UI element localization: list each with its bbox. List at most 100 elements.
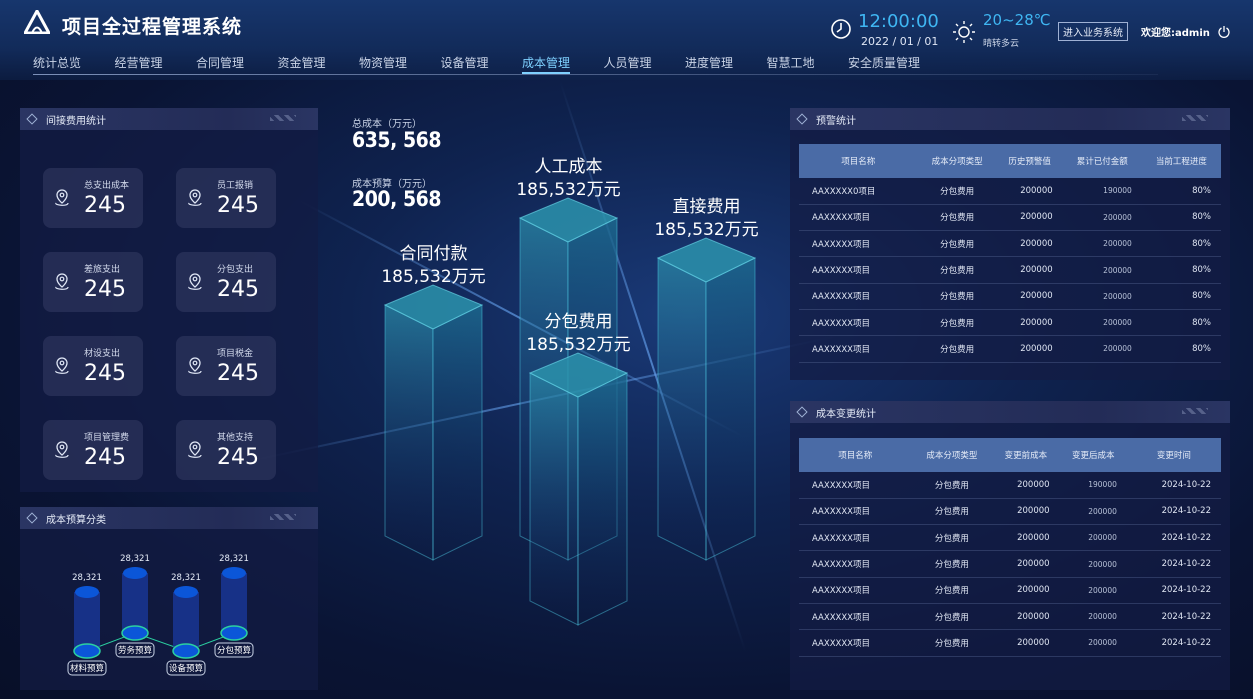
stat-card: 项目税金 245 bbox=[176, 336, 276, 396]
table-cell: 200000 bbox=[992, 498, 1060, 526]
table-cell: 分包费用 bbox=[911, 524, 993, 552]
table-cell: 2024-10-22 bbox=[1126, 524, 1221, 552]
nav-item[interactable]: 经营管理 bbox=[114, 56, 163, 70]
location-pin-icon bbox=[53, 440, 71, 464]
table-row[interactable]: AAXXXXX项目 分包费用 200000 200000 80% bbox=[799, 309, 1221, 337]
table-row[interactable]: AAXXXXX项目 分包费用 200000 200000 80% bbox=[799, 335, 1221, 363]
table-cell: 分包费用 bbox=[911, 603, 993, 631]
table-cell: AAXXXXX项目 bbox=[799, 335, 918, 363]
table-cell: 200000 bbox=[996, 178, 1063, 205]
table-cell: 2024-10-22 bbox=[1126, 550, 1221, 578]
table-cell: 200000 bbox=[992, 603, 1060, 631]
table-cell: AAXXXXX项目 bbox=[799, 204, 918, 232]
location-pin-icon bbox=[53, 272, 71, 296]
column-header: 变更后成本 bbox=[1059, 438, 1127, 472]
column-header: 累计已付金额 bbox=[1062, 144, 1142, 178]
pillar-top-face bbox=[656, 237, 757, 283]
pillar-label: 合同付款 185,532万元 bbox=[355, 243, 512, 289]
diamond-icon bbox=[796, 113, 808, 125]
table-cell: 分包费用 bbox=[911, 550, 993, 578]
location-pin-icon bbox=[186, 188, 204, 212]
table-row[interactable]: AAXXXXX项目 分包费用 200000 200000 2024-10-22 bbox=[799, 498, 1221, 526]
nav-item[interactable]: 设备管理 bbox=[440, 56, 489, 70]
weather-text: 晴转多云 bbox=[983, 39, 1020, 49]
table-row[interactable]: AAXXXXX项目 分包费用 200000 190000 2024-10-22 bbox=[799, 472, 1221, 499]
budget-chart: 28,321 材料预算 28,321 劳务预算 28,321 设备预算 28,3… bbox=[67, 554, 254, 676]
nav-item[interactable]: 进度管理 bbox=[685, 56, 734, 70]
header: 项目全过程管理系统 统计总览 经营管理 合同管理 资金管理 物资管理 设备管理 成本管理 人员… bbox=[0, 0, 1253, 80]
location-pin-icon bbox=[186, 272, 204, 296]
nav-item[interactable]: 智慧工地 bbox=[766, 56, 815, 70]
table-cell: 80% bbox=[1141, 178, 1221, 205]
table-cell: 分包费用 bbox=[911, 577, 993, 604]
budget-category-panel: 成本预算分类 28,321 材料预算 28,321 劳务预算 28,321 设备… bbox=[20, 507, 318, 690]
pillar-left-face bbox=[384, 304, 434, 561]
nav-item[interactable]: 人员管理 bbox=[603, 56, 652, 70]
pillar-1 bbox=[518, 197, 619, 561]
pillar-2 bbox=[528, 352, 629, 626]
stat-label: 员工报销 bbox=[217, 181, 254, 191]
table-cell: AAXXXXX项目 bbox=[799, 283, 918, 310]
table-row[interactable]: AAXXXXX项目 分包费用 200000 200000 2024-10-22 bbox=[799, 550, 1221, 578]
table-row[interactable]: AAXXXXX项目 分包费用 200000 200000 2024-10-22 bbox=[799, 577, 1221, 604]
stat-value: 245 bbox=[217, 193, 259, 218]
table-cell: 200000 bbox=[1059, 524, 1127, 552]
budget-bar: 28,321 材料预算 bbox=[67, 573, 107, 676]
stat-value: 245 bbox=[217, 445, 259, 470]
pillar-top-face bbox=[518, 197, 619, 243]
main-nav: 统计总览 经营管理 合同管理 资金管理 物资管理 设备管理 成本管理 人员管理 进度管理 智慧工地… bbox=[33, 54, 930, 74]
stat-card: 差旅支出 245 bbox=[43, 252, 143, 312]
table-cell: 分包费用 bbox=[911, 472, 993, 499]
nav-item[interactable]: 物资管理 bbox=[359, 56, 408, 70]
pillar-name: 直接费用 bbox=[672, 197, 741, 217]
enter-business-system-button[interactable]: 进入业务系统 bbox=[1058, 22, 1128, 41]
table-cell: 200000 bbox=[1059, 550, 1127, 578]
table-row[interactable]: AAXXXXX项目 分包费用 200000 200000 2024-10-22 bbox=[799, 603, 1221, 631]
welcome-user: 欢迎您:admin bbox=[1141, 28, 1210, 39]
table-cell: 200000 bbox=[1062, 204, 1142, 232]
table-cell: 80% bbox=[1141, 335, 1221, 363]
category-tag bbox=[214, 642, 254, 658]
category-tag bbox=[67, 660, 107, 676]
budget-bar: 28,321 劳务预算 bbox=[115, 554, 155, 658]
table-row[interactable]: AAXXXXX项目 分包费用 200000 200000 80% bbox=[799, 204, 1221, 232]
diamond-icon bbox=[796, 406, 808, 418]
table-row[interactable]: AAXXXXX项目 分包费用 200000 200000 80% bbox=[799, 283, 1221, 310]
stat-card: 员工报销 245 bbox=[176, 168, 276, 228]
table-row[interactable]: AAXXXXX0项目 分包费用 200000 190000 80% bbox=[799, 178, 1221, 205]
diamond-icon bbox=[26, 512, 38, 524]
diamond-icon bbox=[26, 113, 38, 125]
temperature: 20~28℃ bbox=[983, 11, 1051, 29]
nav-item[interactable]: 统计总览 bbox=[33, 56, 82, 70]
location-pin-icon bbox=[53, 188, 71, 212]
nav-item[interactable]: 安全质量管理 bbox=[848, 56, 921, 70]
table-row[interactable]: AAXXXXX项目 分包费用 200000 200000 2024-10-22 bbox=[799, 524, 1221, 552]
table-cell: 200000 bbox=[1062, 256, 1142, 284]
pillar-value: 185,532万元 bbox=[654, 220, 759, 240]
table-cell: 200000 bbox=[992, 472, 1060, 499]
table-cell: 80% bbox=[1141, 230, 1221, 258]
table-cell: 190000 bbox=[1059, 472, 1127, 499]
cost-change-panel: 成本变更统计 项目名称 成本分项类型 变更前成本 变更后成本 变更时间 AAXXXXX项目… bbox=[790, 401, 1230, 690]
table-row[interactable]: AAXXXXX项目 分包费用 200000 200000 80% bbox=[799, 256, 1221, 284]
nav-item[interactable]: 资金管理 bbox=[277, 56, 326, 70]
nav-item[interactable]: 成本管理 bbox=[522, 54, 604, 74]
table-header: 项目名称 成本分项类型 历史预警值 累计已付金额 当前工程进度 bbox=[799, 144, 1221, 178]
pillar-left-face bbox=[529, 372, 579, 626]
stat-card: 其他支持 245 bbox=[176, 420, 276, 480]
table-cell: AAXXXXX项目 bbox=[799, 230, 918, 258]
column-header: 项目名称 bbox=[799, 144, 918, 178]
pillar-right-face bbox=[577, 372, 628, 626]
nav-item[interactable]: 合同管理 bbox=[196, 56, 245, 70]
table-cell: 分包费用 bbox=[917, 230, 997, 258]
column-header: 变更前成本 bbox=[992, 438, 1060, 472]
column-header: 成本分项类型 bbox=[917, 144, 997, 178]
table-row[interactable]: AAXXXXX项目 分包费用 200000 200000 2024-10-22 bbox=[799, 629, 1221, 657]
table-row[interactable]: AAXXXXX项目 分包费用 200000 200000 80% bbox=[799, 230, 1221, 258]
bar-value-label: 28,321 bbox=[219, 554, 249, 564]
table-cell: AAXXXXX项目 bbox=[799, 498, 912, 526]
pillar-right-face bbox=[705, 257, 756, 561]
power-icon[interactable] bbox=[1218, 25, 1230, 38]
stat-label: 差旅支出 bbox=[84, 265, 121, 275]
budget-bar: 28,321 设备预算 bbox=[166, 573, 206, 676]
